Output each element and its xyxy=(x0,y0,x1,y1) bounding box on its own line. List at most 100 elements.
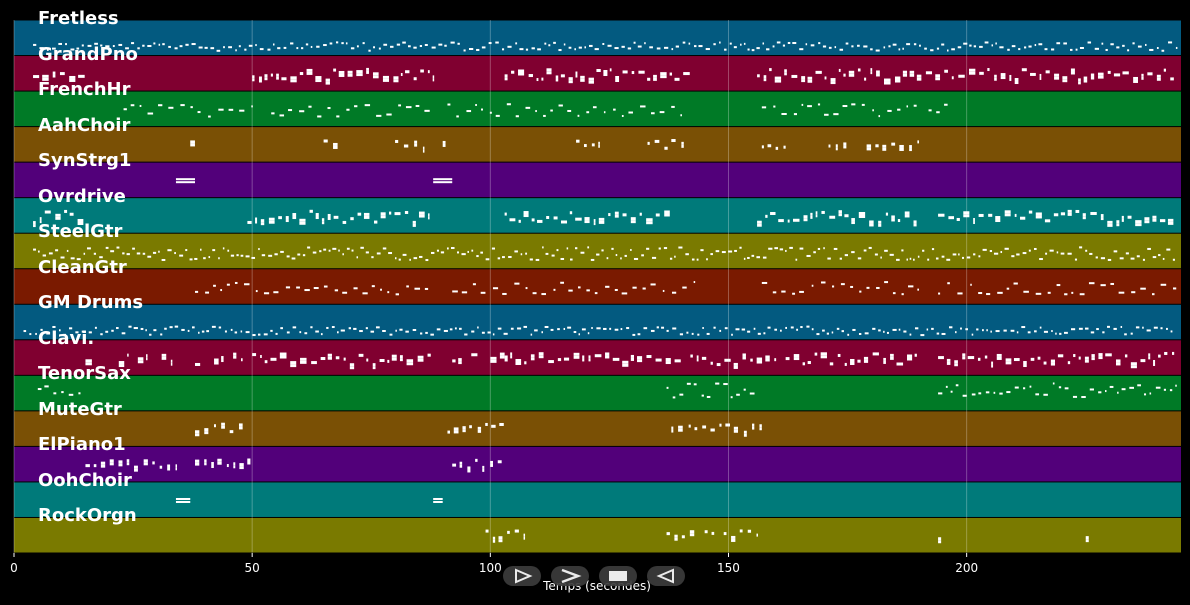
note xyxy=(121,332,126,335)
note xyxy=(710,253,713,256)
note xyxy=(864,77,867,81)
note xyxy=(637,45,642,48)
note xyxy=(69,75,76,79)
note xyxy=(1124,333,1127,336)
note xyxy=(523,211,529,215)
note xyxy=(555,75,559,79)
note xyxy=(842,105,848,108)
note xyxy=(789,246,793,249)
note xyxy=(223,46,225,49)
note xyxy=(1013,282,1018,285)
note xyxy=(650,283,656,286)
stop-button[interactable] xyxy=(599,566,637,586)
note xyxy=(1090,76,1095,80)
note xyxy=(1089,252,1093,255)
note xyxy=(1050,362,1056,366)
note xyxy=(778,219,784,223)
note xyxy=(1107,258,1112,261)
note xyxy=(568,77,573,81)
note xyxy=(878,329,881,332)
note xyxy=(761,281,768,284)
note xyxy=(161,353,167,357)
note xyxy=(280,250,284,253)
note xyxy=(697,333,700,336)
note xyxy=(42,74,49,78)
note xyxy=(228,46,233,49)
note xyxy=(362,42,365,45)
note xyxy=(681,535,685,539)
note xyxy=(751,254,755,257)
note xyxy=(239,109,245,112)
note xyxy=(37,388,42,391)
note xyxy=(306,71,313,75)
note xyxy=(674,537,678,541)
note xyxy=(125,47,129,50)
note xyxy=(208,256,211,259)
note xyxy=(481,331,485,334)
note xyxy=(770,212,776,216)
forward-button[interactable] xyxy=(551,566,589,586)
note xyxy=(1135,326,1140,329)
note xyxy=(387,359,390,363)
note xyxy=(139,104,142,107)
note xyxy=(100,464,106,468)
note xyxy=(538,355,544,359)
note xyxy=(594,48,599,51)
play-button[interactable] xyxy=(503,566,541,586)
rewind-button[interactable] xyxy=(647,566,685,586)
note xyxy=(354,105,358,108)
note xyxy=(315,213,319,217)
x-tick-label: 150 xyxy=(717,561,740,575)
note xyxy=(544,42,547,45)
note xyxy=(575,71,578,75)
note xyxy=(863,359,869,363)
note xyxy=(614,214,619,218)
note-layer xyxy=(23,41,1178,544)
note xyxy=(682,41,686,44)
note xyxy=(100,461,106,465)
note xyxy=(573,331,577,334)
note xyxy=(836,327,840,330)
note xyxy=(897,108,901,111)
note xyxy=(787,41,791,44)
note xyxy=(763,75,767,79)
note xyxy=(226,464,229,468)
note xyxy=(406,285,409,288)
note xyxy=(356,45,359,48)
note xyxy=(1007,48,1010,51)
note xyxy=(951,76,954,80)
note xyxy=(158,104,163,107)
note xyxy=(1050,359,1056,363)
note xyxy=(405,70,410,74)
note xyxy=(999,392,1003,395)
note xyxy=(218,108,224,111)
note xyxy=(537,219,543,223)
note xyxy=(1159,219,1166,223)
note xyxy=(694,45,697,48)
note xyxy=(222,247,225,250)
note xyxy=(962,394,967,397)
note xyxy=(875,49,880,52)
note xyxy=(320,357,326,361)
note xyxy=(320,333,323,336)
note xyxy=(598,217,605,221)
note xyxy=(255,220,258,224)
note xyxy=(276,76,279,80)
note xyxy=(631,71,635,75)
note xyxy=(447,103,451,106)
note xyxy=(651,256,657,259)
note xyxy=(1116,46,1120,49)
note xyxy=(828,144,831,148)
note xyxy=(807,79,813,83)
note xyxy=(1122,44,1125,47)
note xyxy=(111,329,114,332)
note xyxy=(661,326,665,329)
note xyxy=(190,106,193,109)
note xyxy=(647,77,651,81)
note xyxy=(412,220,416,224)
note xyxy=(436,249,439,252)
note xyxy=(459,327,462,330)
note xyxy=(589,44,593,47)
note xyxy=(514,282,520,285)
note xyxy=(1172,258,1175,261)
